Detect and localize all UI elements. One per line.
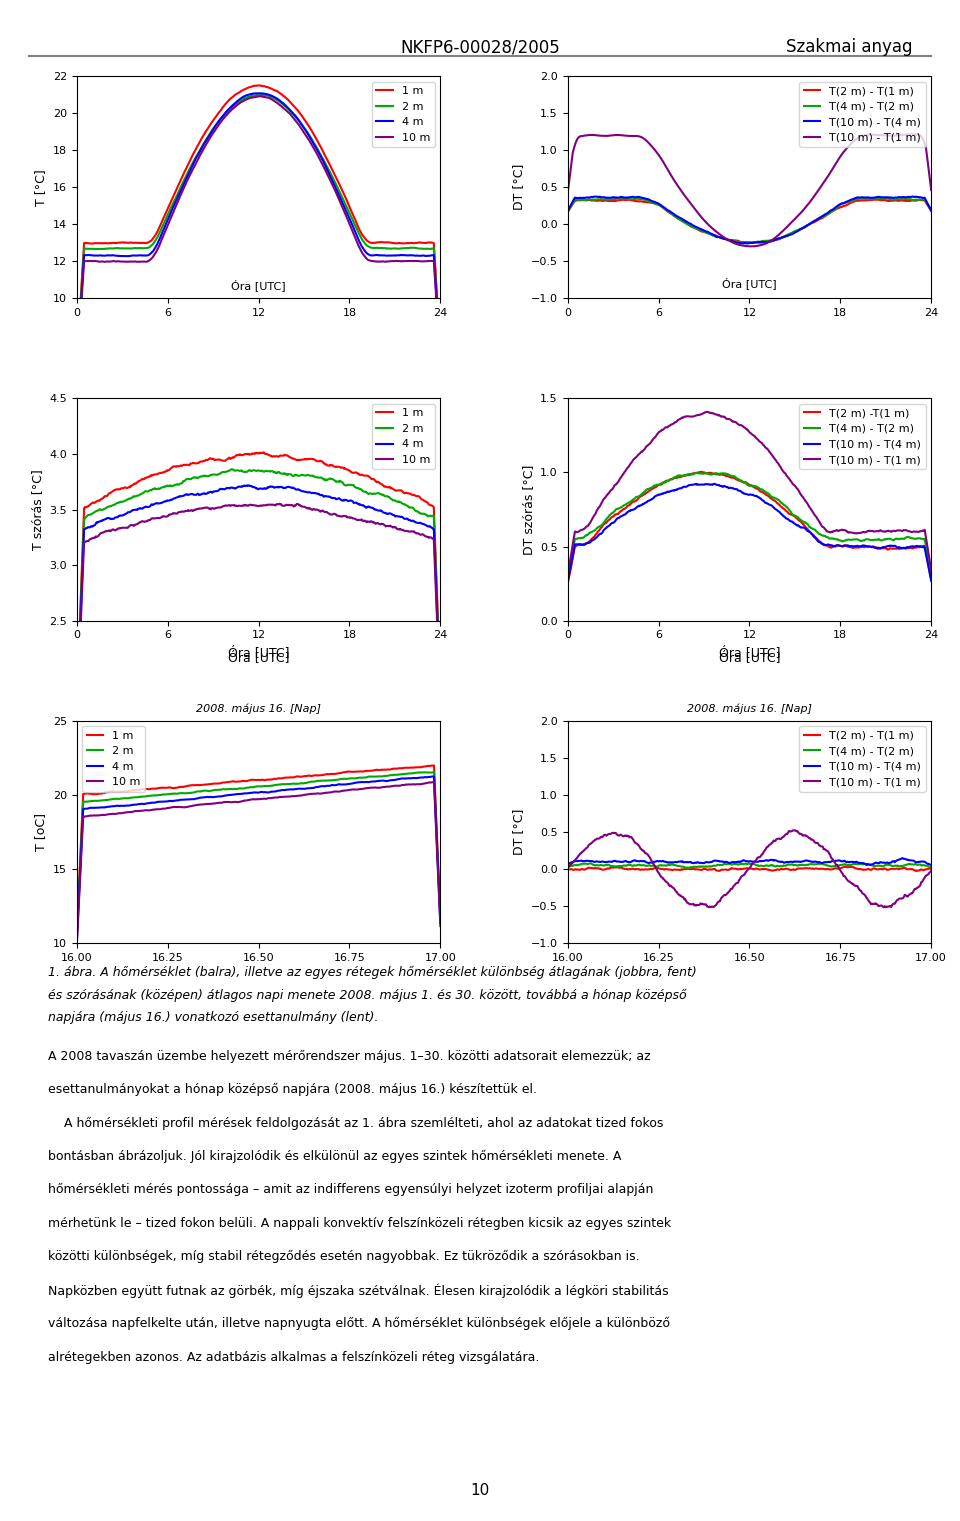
Text: és szórásának (középen) átlagos napi menete 2008. május 1. és 30. között, tovább: és szórásának (középen) átlagos napi men… — [48, 989, 686, 1002]
Text: Óra [UTC]: Óra [UTC] — [722, 277, 777, 289]
Y-axis label: T [oC]: T [oC] — [35, 812, 47, 850]
Legend: 1 m, 2 m, 4 m, 10 m: 1 m, 2 m, 4 m, 10 m — [83, 726, 145, 792]
Y-axis label: T [°C]: T [°C] — [35, 169, 47, 205]
Text: bontásban ábrázoljuk. Jól kirajzolódik és elkülönül az egyes szintek hőmérséklet: bontásban ábrázoljuk. Jól kirajzolódik é… — [48, 1150, 621, 1164]
Text: 1. ábra. A hőmérséklet (balra), illetve az egyes rétegek hőmérséklet különbség á: 1. ábra. A hőmérséklet (balra), illetve … — [48, 966, 697, 980]
Legend: 1 m, 2 m, 4 m, 10 m: 1 m, 2 m, 4 m, 10 m — [372, 405, 435, 470]
Legend: T(2 m) -T(1 m), T(4 m) - T(2 m), T(10 m) - T(4 m), T(10 m) - T(1 m): T(2 m) -T(1 m), T(4 m) - T(2 m), T(10 m)… — [800, 405, 925, 470]
Title: 2008. május 16. [Nap]: 2008. május 16. [Nap] — [196, 704, 321, 715]
Y-axis label: T szórás [°C]: T szórás [°C] — [31, 468, 44, 551]
Title: 2008. május 16. [Nap]: 2008. május 16. [Nap] — [687, 704, 812, 715]
Y-axis label: DT [°C]: DT [°C] — [513, 164, 525, 210]
X-axis label: Óra [UTC]: Óra [UTC] — [719, 646, 780, 659]
Y-axis label: DT [°C]: DT [°C] — [513, 809, 525, 855]
Text: A 2008 tavaszán üzembe helyezett mérőrendszer május. 1–30. közötti adatsorait el: A 2008 tavaszán üzembe helyezett mérőren… — [48, 1049, 651, 1063]
Text: Szakmai anyag: Szakmai anyag — [785, 38, 912, 56]
Legend: T(2 m) - T(1 m), T(4 m) - T(2 m), T(10 m) - T(4 m), T(10 m) - T(1 m): T(2 m) - T(1 m), T(4 m) - T(2 m), T(10 m… — [800, 726, 925, 792]
Text: közötti különbségek, míg stabil rétegződés esetén nagyobbak. Ez tükröződik a szó: közötti különbségek, míg stabil rétegződ… — [48, 1250, 639, 1264]
Text: mérhetünk le – tized fokon belüli. A nappali konvektív felszínközeli rétegben ki: mérhetünk le – tized fokon belüli. A nap… — [48, 1217, 671, 1230]
Text: hőmérsékleti mérés pontossága – amit az indifferens egyensúlyi helyzet izoterm p: hőmérsékleti mérés pontossága – amit az … — [48, 1183, 654, 1197]
Text: Óra [UTC]: Óra [UTC] — [719, 651, 780, 663]
Y-axis label: DT szórás [°C]: DT szórás [°C] — [521, 464, 535, 555]
Text: esettanulmányokat a hónap középső napjára (2008. május 16.) készítettük el.: esettanulmányokat a hónap középső napjár… — [48, 1083, 537, 1097]
Text: változása napfelkelte után, illetve napnyugta előtt. A hőmérséklet különbségek e: változása napfelkelte után, illetve napn… — [48, 1317, 670, 1331]
Text: Óra [UTC]: Óra [UTC] — [228, 651, 289, 663]
Text: A hőmérsékleti profil mérések feldolgozását az 1. ábra szemlélteti, ahol az adat: A hőmérsékleti profil mérések feldolgozá… — [48, 1116, 663, 1130]
Legend: T(2 m) - T(1 m), T(4 m) - T(2 m), T(10 m) - T(4 m), T(10 m) - T(1 m): T(2 m) - T(1 m), T(4 m) - T(2 m), T(10 m… — [800, 82, 925, 148]
Text: napjára (május 16.) vonatkozó esettanulmány (lent).: napjára (május 16.) vonatkozó esettanulm… — [48, 1011, 378, 1025]
Text: Napközben együtt futnak az görbék, míg éjszaka szétválnak. Élesen kirajzolódik a: Napközben együtt futnak az görbék, míg é… — [48, 1284, 668, 1299]
Text: Óra [UTC]: Óra [UTC] — [231, 280, 286, 291]
Legend: 1 m, 2 m, 4 m, 10 m: 1 m, 2 m, 4 m, 10 m — [372, 82, 435, 148]
Text: alrétegekben azonos. Az adatbázis alkalmas a felszínközeli réteg vizsgálatára.: alrétegekben azonos. Az adatbázis alkalm… — [48, 1351, 540, 1364]
Text: NKFP6-00028/2005: NKFP6-00028/2005 — [400, 38, 560, 56]
X-axis label: Óra [UTC]: Óra [UTC] — [228, 646, 289, 659]
Text: 10: 10 — [470, 1483, 490, 1498]
